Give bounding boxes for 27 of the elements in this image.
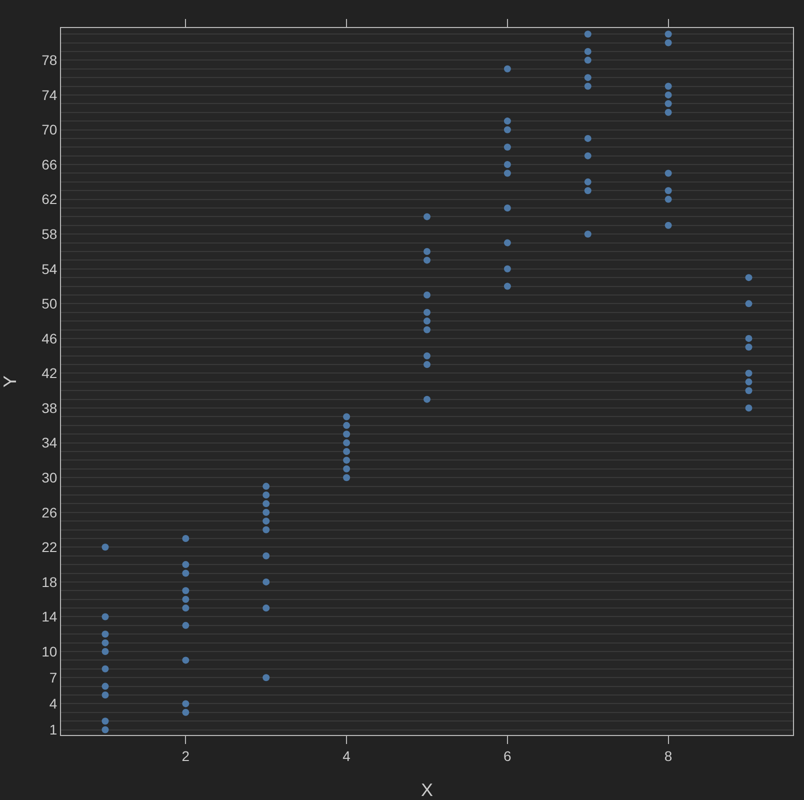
y-tick-label: 42 bbox=[42, 365, 58, 382]
x-tick-label: 6 bbox=[504, 748, 512, 764]
y-tick-label: 58 bbox=[42, 226, 58, 242]
y-tick-label: 66 bbox=[42, 156, 58, 172]
x-tick-label: 2 bbox=[182, 748, 190, 764]
y-tick-label: 18 bbox=[42, 574, 58, 590]
y-tick-label: 1 bbox=[49, 722, 58, 738]
x-axis-title: X bbox=[420, 780, 434, 800]
y-tick-label: 54 bbox=[42, 260, 58, 277]
y-tick-label: 70 bbox=[42, 122, 58, 138]
x-tick-label: 8 bbox=[664, 748, 672, 764]
y-tick-label: 50 bbox=[42, 296, 58, 312]
y-tick-label: 14 bbox=[42, 608, 58, 625]
y-tick-label: 62 bbox=[42, 191, 58, 208]
y-tick-label: 22 bbox=[42, 539, 58, 556]
y-axis-title: Y bbox=[0, 375, 20, 388]
y-tick-label: 74 bbox=[42, 86, 58, 103]
x-tick-label: 4 bbox=[342, 748, 351, 764]
y-tick-label: 78 bbox=[42, 52, 58, 68]
y-tick-label: 10 bbox=[42, 643, 58, 660]
y-tick-label: 30 bbox=[42, 469, 58, 486]
y-tick-label: 34 bbox=[42, 434, 58, 451]
y-tick-label: 46 bbox=[42, 330, 58, 346]
y-tick-label: 38 bbox=[42, 400, 58, 416]
y-tick-label: 4 bbox=[49, 696, 58, 712]
y-tick-label: 7 bbox=[49, 670, 58, 686]
y-tick-label: 26 bbox=[42, 504, 58, 520]
